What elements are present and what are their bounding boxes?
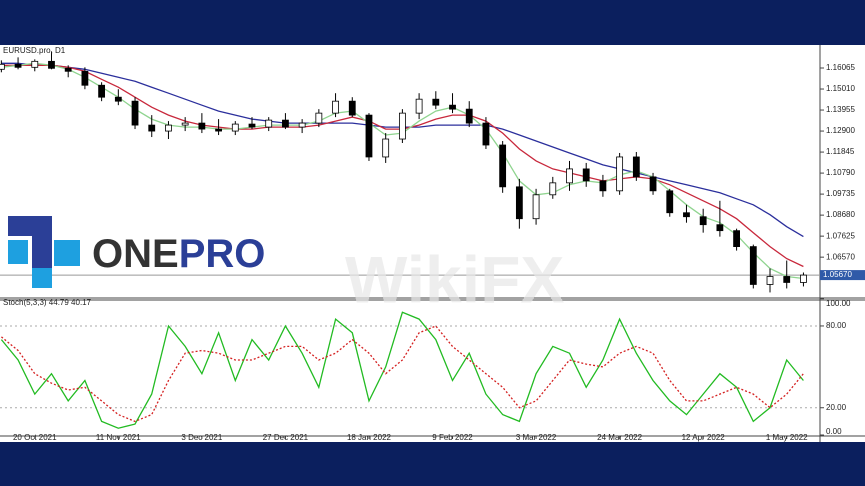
candle-body (532, 194, 540, 220)
x-tick-label: 18 Jan 2022 (347, 433, 392, 442)
candle-body (48, 60, 55, 69)
y-tick-label: 1.15010 (826, 84, 855, 93)
candle-body (733, 230, 740, 248)
candle-body (215, 128, 222, 132)
y-tick-label: 1.09735 (826, 189, 855, 198)
logo-icon (32, 216, 52, 274)
indicator-line (0, 311, 804, 429)
candle-body (398, 112, 406, 140)
candle-body (282, 119, 289, 128)
symbol-label: EURUSD.pro, D1 (3, 46, 66, 55)
candle-body (616, 156, 624, 192)
candle-body (749, 246, 757, 285)
candle-body (332, 100, 339, 114)
y-tick-label: 100.00 (826, 299, 851, 308)
candle-body (315, 112, 323, 124)
candle-body (114, 96, 122, 102)
candle-body (566, 168, 573, 184)
candle-body (198, 122, 206, 130)
indicator-line (0, 325, 804, 423)
candle-body (382, 138, 390, 158)
candle-body (415, 98, 423, 114)
candle-body (81, 70, 89, 86)
candle-body (683, 212, 690, 218)
candle-body (482, 122, 490, 146)
y-tick-label: 1.06570 (826, 252, 855, 261)
x-tick-label: 20 Oct 2021 (13, 433, 57, 442)
candle-body (31, 60, 39, 68)
candle-body (449, 104, 456, 110)
logo-part: PRO (179, 232, 266, 276)
candle-body (515, 186, 523, 220)
x-tick-label: 3 Mar 2022 (516, 433, 557, 442)
y-tick-label: 80.00 (826, 321, 847, 330)
logo-part: ONE (92, 232, 179, 276)
candle-body (165, 124, 172, 132)
x-tick-label: 27 Dec 2021 (263, 433, 309, 442)
y-tick-label: 1.16065 (826, 63, 855, 72)
logo-text: ONEPRO (92, 232, 265, 276)
y-tick-label: 0.00 (826, 427, 842, 436)
candle-body (499, 144, 507, 188)
candle-body (649, 176, 657, 192)
indicator-label: Stoch(5,3,3) 44.79 40.17 (3, 298, 92, 307)
candle-body (248, 123, 256, 128)
candle-body (181, 122, 189, 126)
candle-body (632, 156, 640, 178)
y-tick-label: 20.00 (826, 403, 847, 412)
candle-body (131, 100, 139, 126)
candle-body (783, 276, 791, 283)
logo-icon (54, 240, 80, 266)
y-tick-label: 1.08680 (826, 210, 855, 219)
logo: ONEPRO (8, 216, 265, 288)
candle-body (666, 190, 674, 214)
candle-body (800, 274, 807, 283)
candle-body (599, 180, 607, 192)
candle-body (582, 168, 590, 182)
candle-body (699, 216, 707, 226)
logo-icon (8, 240, 28, 264)
watermark: WikiFX (345, 242, 564, 316)
y-tick-label: 1.10790 (826, 168, 855, 177)
x-tick-label: 12 Apr 2022 (682, 433, 726, 442)
y-tick-label: 1.12900 (826, 126, 855, 135)
y-tick-label: 1.07625 (826, 231, 855, 240)
y-tick-label: 1.11845 (826, 147, 855, 156)
current-price-box (820, 270, 865, 281)
x-tick-label: 24 Mar 2022 (597, 433, 642, 442)
candle-body (0, 63, 5, 70)
candle-body (766, 276, 774, 285)
x-tick-label: 11 Nov 2021 (96, 433, 141, 442)
candle-body (348, 100, 356, 116)
candle-body (365, 114, 373, 158)
candle-body (265, 119, 273, 128)
candle-body (231, 123, 239, 132)
logo-icon (32, 268, 52, 288)
candle-body (465, 108, 473, 124)
y-tick-label: 1.13955 (826, 105, 855, 114)
candle-body (64, 67, 72, 72)
plot-layer: 1.16065 1.15010 1.13955 1.12900 1.11845 1.107… (0, 51, 865, 442)
candle-body (716, 224, 724, 232)
candle-body (298, 122, 306, 128)
x-tick-label: 3 Dec 2021 (181, 433, 222, 442)
candle-body (148, 124, 156, 132)
candle-body (549, 182, 557, 196)
candle-body (432, 98, 440, 106)
x-tick-label: 1 May 2022 (766, 433, 808, 442)
current-price-label: 1.05670 (823, 270, 852, 279)
chart-area (0, 45, 865, 442)
candle-body (14, 63, 22, 68)
x-tick-label: 9 Feb 2022 (432, 433, 473, 442)
candle-body (98, 84, 106, 98)
